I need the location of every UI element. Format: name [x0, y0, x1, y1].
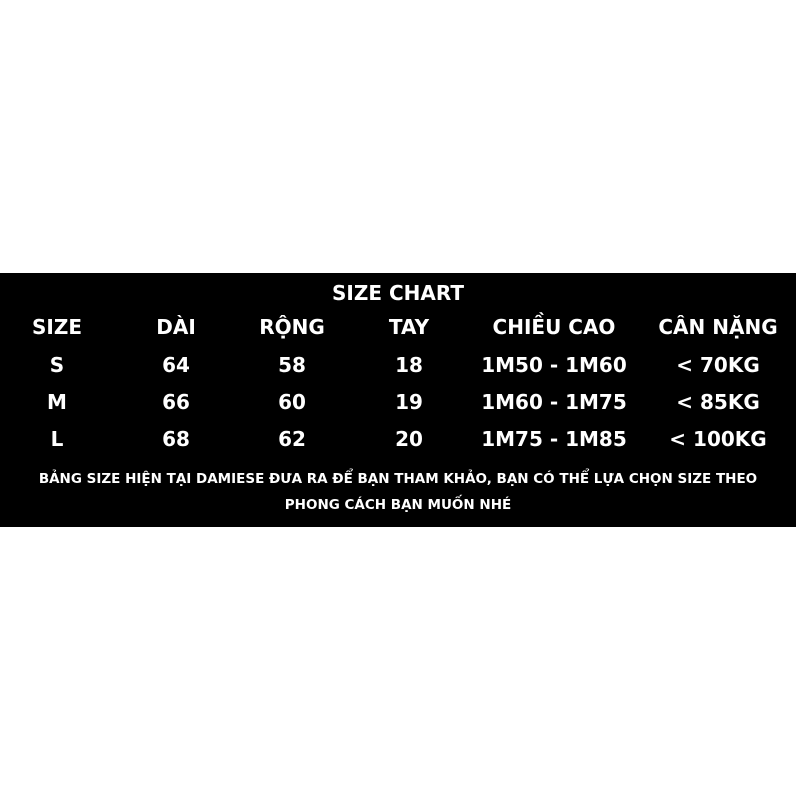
table-cell: 60	[278, 390, 306, 414]
title: SIZE CHART	[331, 281, 464, 305]
table-cell: S	[49, 353, 65, 377]
table-cell: < 100KG	[669, 427, 767, 451]
table-cell: < 85KG	[676, 390, 760, 414]
size-chart-panel: SIZE CHART SIZE DÀI RỘNG TAY CHIỀU CAO CÂN NẶ…	[0, 273, 796, 527]
table-cell: M	[47, 390, 67, 414]
note-line: PHONG CÁCH BẠN MUỐN NHÉ	[284, 497, 512, 513]
table-cell: 62	[278, 427, 306, 451]
table-cell: 20	[395, 427, 423, 451]
table-cell: 64	[162, 353, 190, 377]
column-header: SIZE	[31, 315, 83, 339]
table-cell: 68	[162, 427, 190, 451]
table-cell: 18	[395, 353, 423, 377]
table-cell: 1M75 - 1M85	[481, 427, 627, 451]
column-header: RỘNG	[259, 315, 325, 339]
column-header: TAY	[388, 315, 430, 339]
table-cell: < 70KG	[676, 353, 760, 377]
table-cell: 19	[395, 390, 423, 414]
table-cell: 1M60 - 1M75	[481, 390, 627, 414]
note-line: BẢNG SIZE HIỆN TẠI DAMIESE ĐƯA RA ĐỂ BẠN…	[38, 471, 758, 487]
column-header: DÀI	[156, 315, 196, 339]
table-cell: 66	[162, 390, 190, 414]
table-cell: 1M50 - 1M60	[481, 353, 627, 377]
table-cell: 58	[278, 353, 306, 377]
column-header: CÂN NẶNG	[658, 315, 778, 339]
column-header: CHIỀU CAO	[492, 315, 616, 339]
table-cell: L	[50, 427, 64, 451]
